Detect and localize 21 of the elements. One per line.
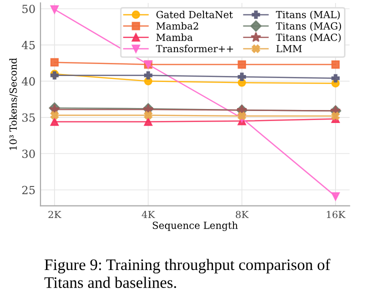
caption: Figure 9: Training throughput comparison of Titans and baselines.: [44, 258, 330, 288]
x-tick-label: 2K: [48, 210, 62, 218]
x-axis-title: Sequence Length: [152, 221, 238, 232]
x-tick-label: 16K: [326, 210, 346, 218]
y-tick-label: 35: [22, 113, 35, 122]
legend-label: LMM: [276, 45, 302, 52]
legend-label: Titans (MAL): [276, 10, 340, 20]
legend-label: Mamba: [156, 33, 193, 41]
legend-label: Titans (MAG): [276, 22, 342, 31]
legend-label: Titans (MAC): [276, 33, 341, 42]
y-tick-label: 25: [22, 186, 35, 194]
x-tick-label: 4K: [142, 210, 156, 218]
y-tick-label: 40: [22, 77, 35, 86]
y-tick-label: 50: [22, 4, 35, 14]
legend-label: Mamba2: [156, 22, 198, 30]
y-tick-label: 45: [22, 40, 35, 50]
legend-label: Transformer++: [156, 44, 234, 52]
x-tick-label: 8K: [236, 210, 249, 218]
legend-label: Gated DeltaNet: [156, 10, 233, 18]
y-axis-title: 10³ Tokens/Second: [9, 58, 18, 150]
y-tick-label: 30: [22, 150, 35, 158]
